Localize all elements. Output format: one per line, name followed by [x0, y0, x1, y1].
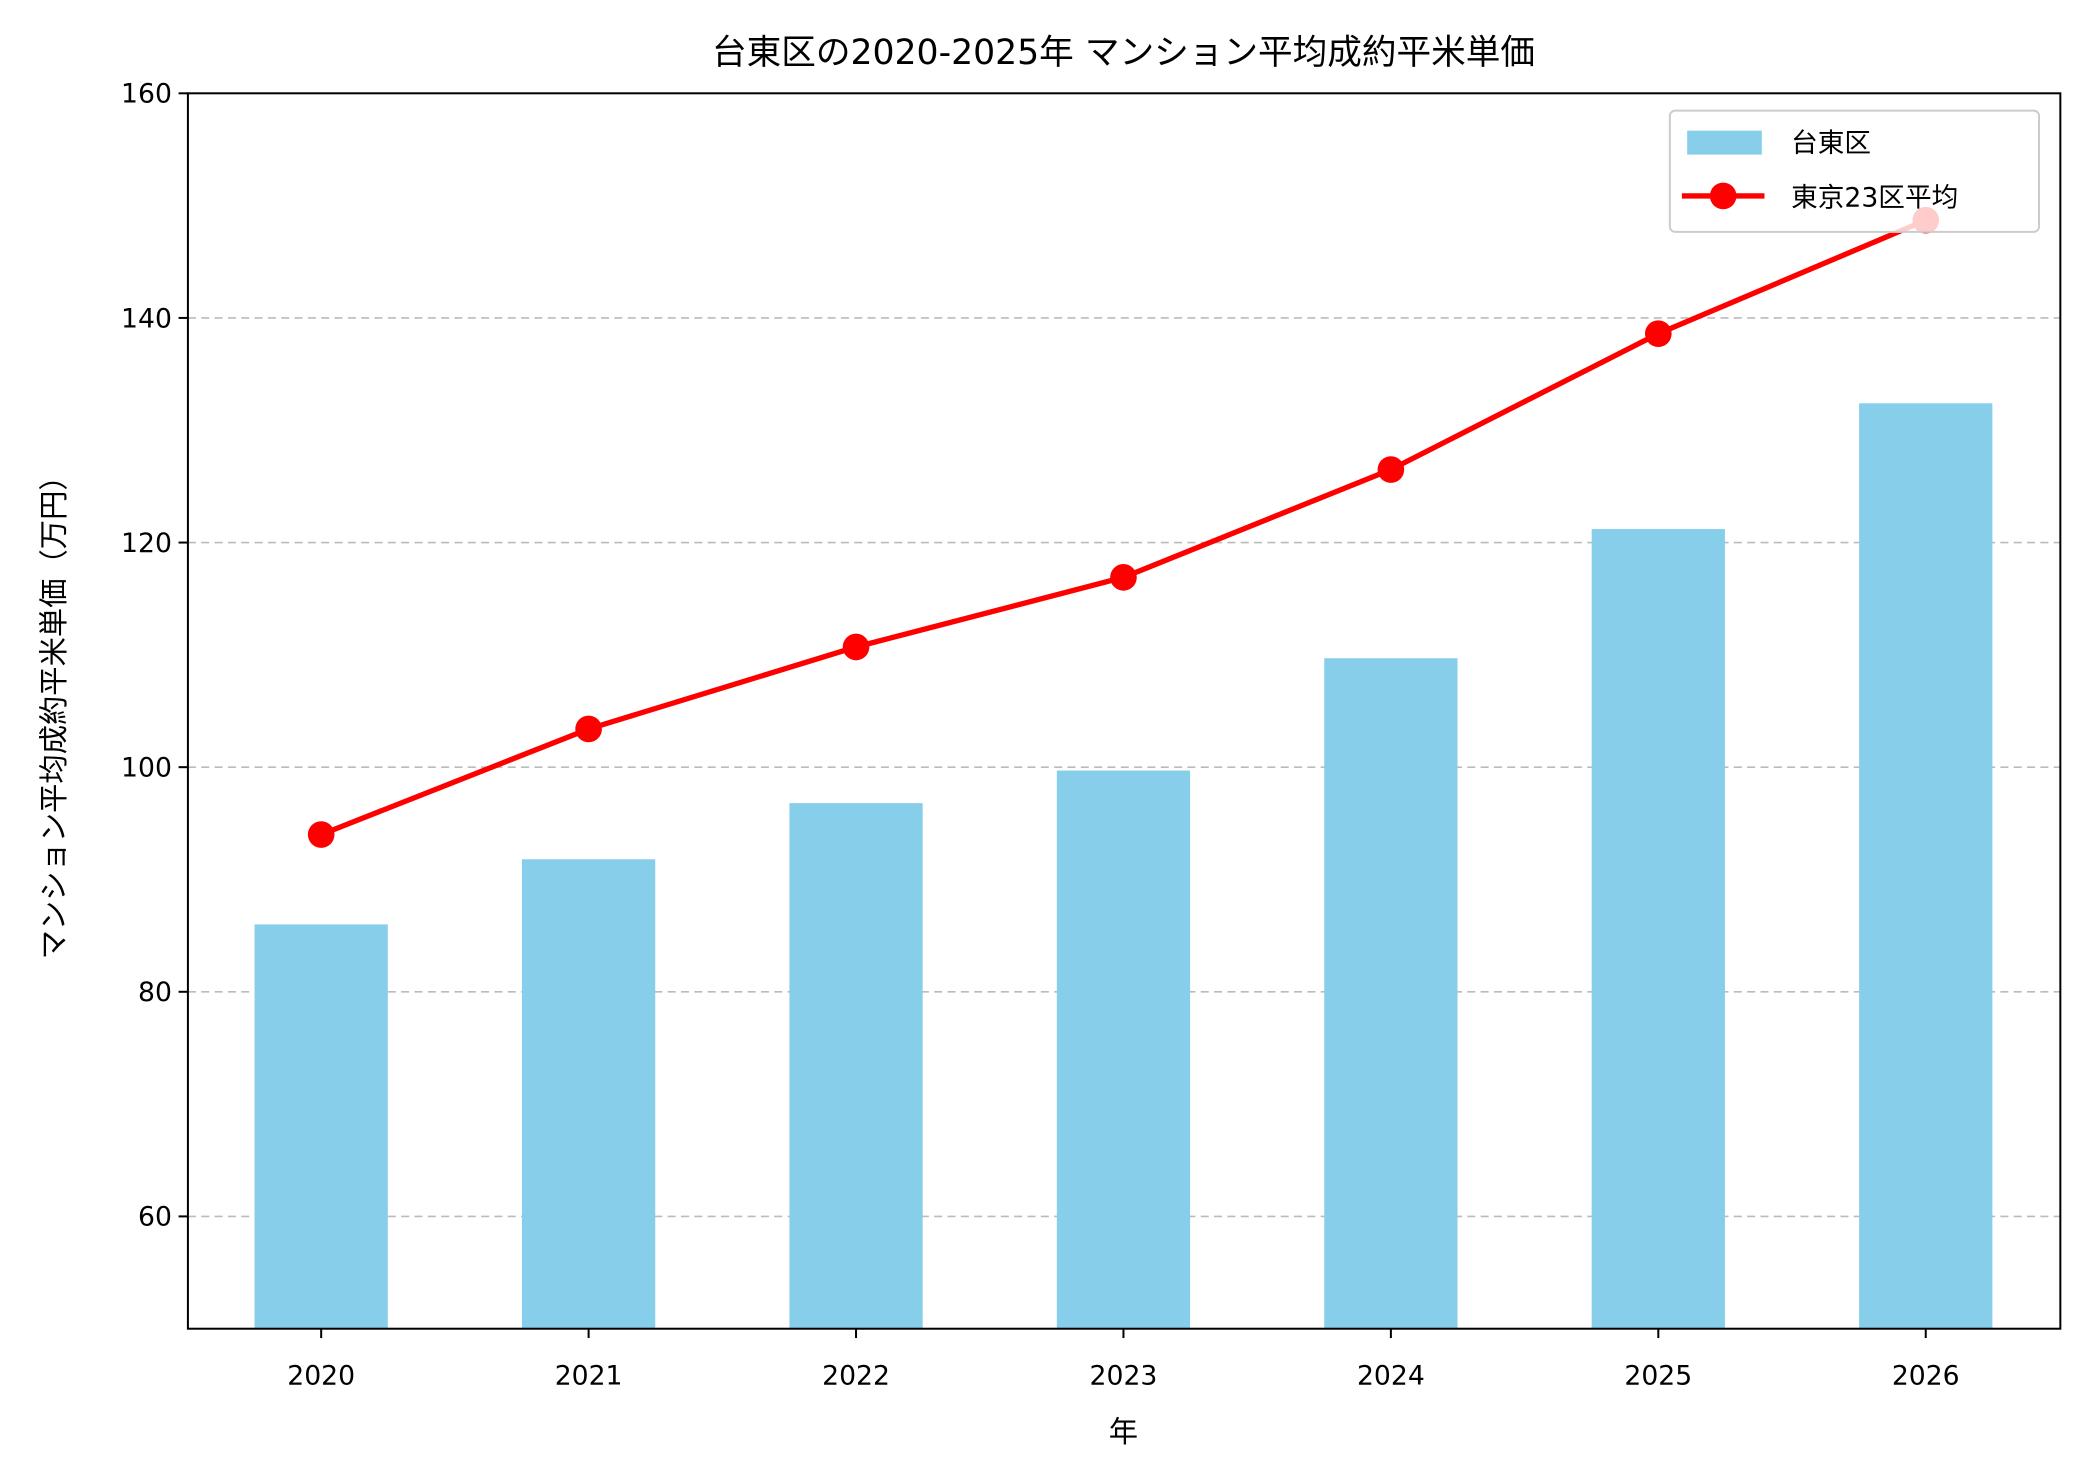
bar: [1056, 770, 1191, 1329]
x-tick-label: 2025: [1624, 1361, 1692, 1392]
bar: [254, 924, 388, 1329]
y-axis-ticks: 60 80 100 120 140 160: [121, 79, 188, 1233]
chart-title: 台東区の2020-2025年 マンション平均成約平米単価: [712, 33, 1535, 73]
legend-frame: [1668, 109, 2041, 233]
x-tick-label: 2020: [287, 1361, 355, 1392]
grid-lines: [187, 317, 2061, 1218]
x-tick-label: 2022: [822, 1361, 890, 1392]
line-point: [575, 715, 602, 743]
x-axis-label: 年: [1109, 1415, 1138, 1449]
y-tick-label: 100: [121, 752, 172, 783]
y-tick-label: 80: [138, 977, 172, 1008]
line-point: [1110, 564, 1137, 591]
x-tick-label: 2023: [1090, 1361, 1158, 1392]
legend-swatch-bar: [1687, 130, 1762, 155]
line-point: [307, 821, 335, 848]
y-tick-label: 120: [121, 528, 172, 559]
legend-label-bar: 台東区: [1791, 128, 1871, 159]
bar-series: [254, 403, 1993, 1329]
legend: 台東区 東京23区平均: [1668, 109, 2041, 233]
plot-frame: [186, 92, 2062, 1330]
x-axis-ticks: 2020 2021 2022 2023 2024 2025 2026: [287, 1328, 1960, 1392]
y-axis-label: マンション平均成約平米単価（万円）: [37, 461, 71, 959]
y-tick-label: 160: [121, 79, 172, 110]
bar: [789, 803, 923, 1329]
legend-swatch-marker: [1709, 182, 1737, 210]
bar: [1324, 658, 1458, 1329]
line-point: [1644, 320, 1672, 347]
y-tick-label: 60: [138, 1202, 172, 1233]
x-tick-label: 2021: [555, 1361, 623, 1392]
line-point: [842, 633, 870, 661]
x-tick-label: 2026: [1892, 1361, 1960, 1392]
y-tick-label: 140: [121, 303, 172, 334]
line-point: [1377, 456, 1405, 483]
legend-label-line: 東京23区平均: [1791, 183, 1958, 214]
x-tick-label: 2024: [1357, 1361, 1425, 1392]
bar: [521, 859, 656, 1329]
bar: [1859, 403, 1993, 1329]
bar: [1591, 529, 1725, 1329]
